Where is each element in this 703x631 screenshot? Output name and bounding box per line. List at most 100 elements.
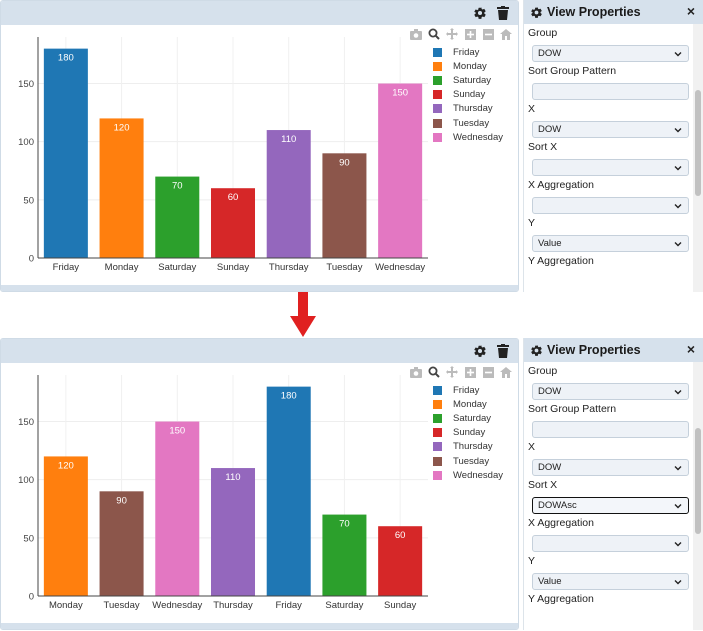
legend-label: Sunday (453, 427, 486, 439)
y-tick-label: 0 (29, 592, 34, 603)
close-icon[interactable]: × (686, 341, 695, 357)
x-select[interactable]: DOW (532, 459, 689, 476)
chevron-down-icon (674, 504, 682, 509)
bar-thursday[interactable] (210, 468, 256, 596)
chart-panel: 0 50 100 150 120 Monday 90 Tuesday 150 Wednesday 1… (0, 338, 519, 630)
legend-label: Thursday (453, 103, 493, 115)
sort-x-select[interactable] (532, 159, 689, 176)
x-tick-label: Thursday (269, 262, 309, 273)
zoom-in-icon[interactable] (464, 366, 476, 378)
pan-icon[interactable] (446, 366, 458, 378)
zoom-in-icon[interactable] (464, 28, 476, 40)
gear-icon (530, 344, 543, 357)
bar-friday[interactable] (266, 386, 311, 596)
bar-saturday[interactable] (155, 176, 200, 258)
sort-group-label: Sort Group Pattern (528, 65, 617, 77)
bar-sunday[interactable] (210, 188, 256, 258)
bar-tuesday[interactable] (322, 153, 367, 258)
legend-label: Friday (453, 384, 480, 396)
bar-monday[interactable] (43, 456, 88, 596)
legend-swatch (433, 118, 442, 128)
bar-monday[interactable] (99, 118, 144, 258)
y-tick-label: 150 (18, 79, 34, 90)
zoom-icon[interactable] (428, 366, 440, 378)
x-select[interactable]: DOW (532, 121, 689, 138)
legend-item[interactable]: Friday (433, 45, 503, 59)
legend-label: Wednesday (453, 469, 503, 481)
y-select[interactable]: Value (532, 235, 689, 252)
sort-group-input[interactable] (532, 83, 689, 100)
y-tick-label: 100 (18, 475, 34, 486)
state-after: 0 50 100 150 120 Monday 90 Tuesday 150 Wednesday 1… (0, 338, 703, 630)
legend-label: Monday (453, 60, 487, 72)
y-select[interactable]: Value (532, 573, 689, 590)
sort-group-input[interactable] (532, 421, 689, 438)
bar-wednesday[interactable] (155, 421, 200, 596)
gear-icon[interactable] (472, 343, 488, 359)
scrollbar-thumb[interactable] (695, 90, 701, 196)
group-select-value: DOW (538, 386, 562, 397)
pan-icon[interactable] (446, 28, 458, 40)
legend: Friday Monday Saturday Sunday Thursday Tuesda… (433, 383, 503, 482)
x-aggregation-select[interactable] (532, 535, 689, 552)
scrollbar-thumb[interactable] (695, 428, 701, 534)
legend-item[interactable]: Friday (433, 383, 503, 397)
gear-icon (530, 6, 543, 19)
scrollbar[interactable] (693, 362, 703, 630)
legend-item[interactable]: Sunday (433, 88, 503, 102)
x-tick-label: Friday (276, 600, 303, 611)
down-arrow-icon (290, 292, 316, 337)
legend-item[interactable]: Saturday (433, 411, 503, 425)
bar-value-label: 110 (225, 472, 240, 483)
x-aggregation-select[interactable] (532, 197, 689, 214)
home-icon[interactable] (500, 366, 512, 378)
bar-sunday[interactable] (378, 526, 423, 596)
bar-value-label: 180 (58, 53, 74, 64)
legend-swatch (433, 132, 442, 142)
home-icon[interactable] (500, 28, 512, 40)
sort-x-label: Sort X (528, 141, 558, 153)
legend-item[interactable]: Thursday (433, 440, 503, 454)
legend-item[interactable]: Tuesday (433, 454, 503, 468)
close-icon[interactable]: × (686, 3, 695, 19)
chart-header (1, 1, 518, 25)
bar-saturday[interactable] (322, 514, 367, 596)
scrollbar[interactable] (693, 24, 703, 292)
bar-friday[interactable] (43, 48, 88, 258)
bar-wednesday[interactable] (378, 83, 423, 258)
bar-chart: 0 50 100 150 120 Monday 90 Tuesday 150 Wednesday 1… (18, 375, 428, 611)
view-properties-panel: View Properties × Group DOW Sort Group P… (523, 0, 703, 292)
x-tick-label: Wednesday (152, 600, 202, 611)
legend-label: Wednesday (453, 131, 503, 143)
group-select[interactable]: DOW (532, 45, 689, 62)
legend-item[interactable]: Monday (433, 397, 503, 411)
zoom-out-icon[interactable] (482, 28, 494, 40)
legend-item[interactable]: Thursday (433, 102, 503, 116)
legend-item[interactable]: Sunday (433, 426, 503, 440)
group-label: Group (528, 27, 558, 39)
modebar (410, 28, 512, 40)
sort-x-select[interactable]: DOWAsc (532, 497, 689, 514)
camera-icon[interactable] (410, 366, 422, 378)
bar-thursday[interactable] (266, 130, 311, 258)
chevron-down-icon (674, 466, 682, 471)
trash-icon[interactable] (495, 343, 511, 359)
legend-item[interactable]: Wednesday (433, 468, 503, 482)
legend-item[interactable]: Saturday (433, 73, 503, 87)
bar-tuesday[interactable] (99, 491, 144, 596)
legend-item[interactable]: Wednesday (433, 130, 503, 144)
legend-label: Friday (453, 46, 480, 58)
zoom-out-icon[interactable] (482, 366, 494, 378)
y-aggregation-label: Y Aggregation (528, 593, 594, 605)
legend-item[interactable]: Tuesday (433, 116, 503, 130)
legend-item[interactable]: Monday (433, 59, 503, 73)
legend-swatch (433, 442, 442, 452)
camera-icon[interactable] (410, 28, 422, 40)
props-header: View Properties × (524, 338, 703, 362)
bar-value-label: 60 (395, 530, 406, 541)
zoom-icon[interactable] (428, 28, 440, 40)
trash-icon[interactable] (495, 5, 511, 21)
group-select[interactable]: DOW (532, 383, 689, 400)
y-label: Y (528, 555, 536, 567)
gear-icon[interactable] (472, 5, 488, 21)
